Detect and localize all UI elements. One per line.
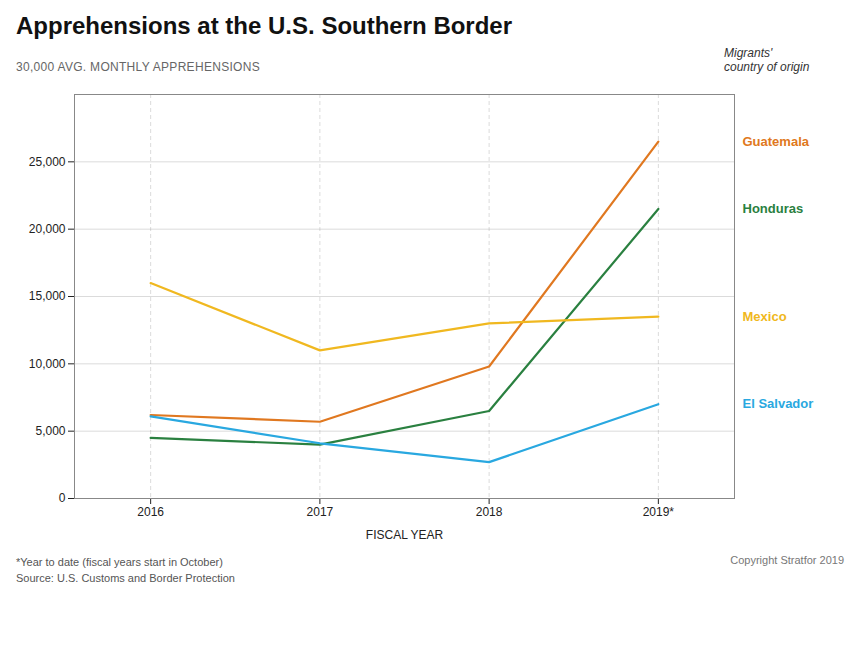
svg-text:10,000: 10,000	[29, 357, 66, 371]
svg-text:20,000: 20,000	[29, 222, 66, 236]
svg-text:2016: 2016	[137, 505, 164, 519]
html-text:Copyright Stratfor 2019: Copyright Stratfor 2019	[730, 554, 844, 566]
svg-text:2018: 2018	[476, 505, 503, 519]
html-text:30,000 AVG. MONTHLY APPREHENSI: 30,000 AVG. MONTHLY APPREHENSIONS	[16, 60, 260, 74]
svg-text:2019*: 2019*	[643, 505, 675, 519]
html-text:Migrants' country of origin: Migrants' country of origin	[724, 46, 810, 74]
svg-text:Mexico: Mexico	[743, 309, 787, 324]
html-text:*Year to date (fiscal years st: *Year to date (fiscal years start in Oct…	[16, 556, 223, 568]
html-text:Apprehensions at the U.S. Sout: Apprehensions at the U.S. Southern Borde…	[16, 12, 513, 39]
svg-text:2017: 2017	[307, 505, 334, 519]
svg-text:El Salvador: El Salvador	[743, 396, 814, 411]
svg-text:FISCAL YEAR: FISCAL YEAR	[366, 528, 444, 542]
html-text:Source: U.S. Customs and Borde: Source: U.S. Customs and Border Protecti…	[16, 572, 235, 584]
svg-text:25,000: 25,000	[29, 155, 66, 169]
svg-text:Honduras: Honduras	[743, 201, 804, 216]
svg-text:5,000: 5,000	[35, 424, 65, 438]
svg-text:15,000: 15,000	[29, 289, 66, 303]
svg-text:Guatemala: Guatemala	[743, 134, 810, 149]
svg-text:0: 0	[59, 491, 66, 505]
